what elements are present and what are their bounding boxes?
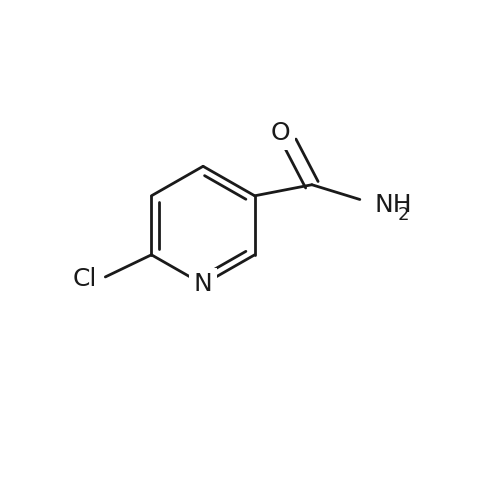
Text: N: N: [194, 272, 213, 297]
Text: NH: NH: [375, 193, 412, 217]
Text: Cl: Cl: [73, 267, 97, 291]
Text: 2: 2: [398, 206, 409, 224]
Text: O: O: [271, 121, 290, 145]
